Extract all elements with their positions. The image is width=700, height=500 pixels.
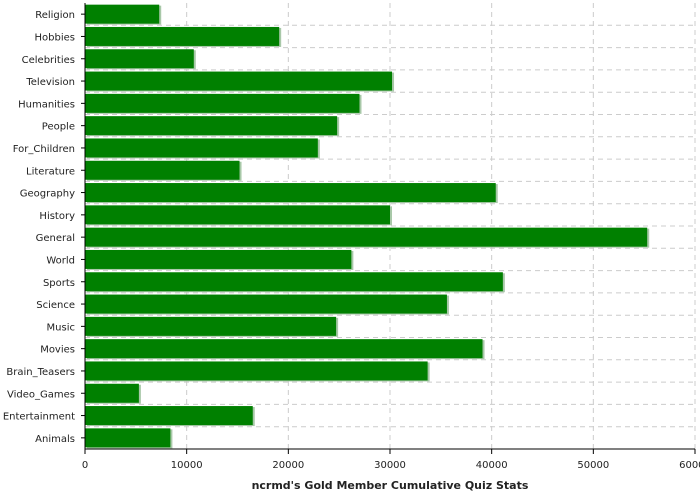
x-tick-label: 0 <box>82 460 88 471</box>
bar-television <box>85 71 393 91</box>
category-label: Video_Games <box>7 389 75 400</box>
bar-world <box>85 249 352 269</box>
bar-video-games <box>85 383 139 403</box>
category-label: Science <box>36 300 75 311</box>
bar-hobbies <box>85 26 280 46</box>
category-label: Geography <box>20 189 75 200</box>
x-tick-label: 10000 <box>171 460 203 471</box>
bar-sports <box>85 272 503 292</box>
category-label: Humanities <box>18 99 75 110</box>
x-axis-title: ncrmd's Gold Member Cumulative Quiz Stat… <box>252 479 529 492</box>
category-label: Television <box>25 77 75 88</box>
bar-animals <box>85 428 171 448</box>
category-label: Animals <box>35 434 75 445</box>
bar-for-children <box>85 138 318 158</box>
category-label: Brain_Teasers <box>6 367 75 378</box>
category-label: Celebrities <box>22 55 75 66</box>
x-tick-label: 40000 <box>476 460 508 471</box>
x-tick-label: 50000 <box>577 460 609 471</box>
x-tick-label: 60000 <box>679 460 700 471</box>
bar-people <box>85 116 338 136</box>
bar-brain-teasers <box>85 361 428 381</box>
category-label: For_Children <box>13 144 75 155</box>
category-label: Religion <box>35 10 75 21</box>
bar-entertainment <box>85 406 253 426</box>
bar-literature <box>85 160 240 180</box>
category-label: General <box>36 233 75 244</box>
category-label: People <box>42 122 75 133</box>
axes <box>81 3 696 454</box>
bar-humanities <box>85 93 360 113</box>
x-tick-label: 20000 <box>272 460 304 471</box>
bars <box>85 4 650 449</box>
category-label: History <box>39 211 75 222</box>
category-label: Literature <box>26 166 75 177</box>
category-label: Sports <box>43 278 75 289</box>
category-label: Entertainment <box>3 412 75 423</box>
category-label: Movies <box>40 345 75 356</box>
x-tick-label: 30000 <box>374 460 406 471</box>
bar-celebrities <box>85 49 194 69</box>
category-label: Hobbies <box>35 32 75 43</box>
bar-history <box>85 205 390 225</box>
bar-religion <box>85 4 160 24</box>
grid-lines <box>85 3 696 449</box>
category-label: Music <box>47 322 75 333</box>
category-label: World <box>46 255 75 266</box>
bar-geography <box>85 183 496 203</box>
bar-general <box>85 227 648 247</box>
bar-music <box>85 316 337 336</box>
bar-science <box>85 294 447 314</box>
labels: 0 10000 20000 30000 40000 50000 60000 Religion H… <box>3 10 700 471</box>
bar-movies <box>85 339 483 359</box>
